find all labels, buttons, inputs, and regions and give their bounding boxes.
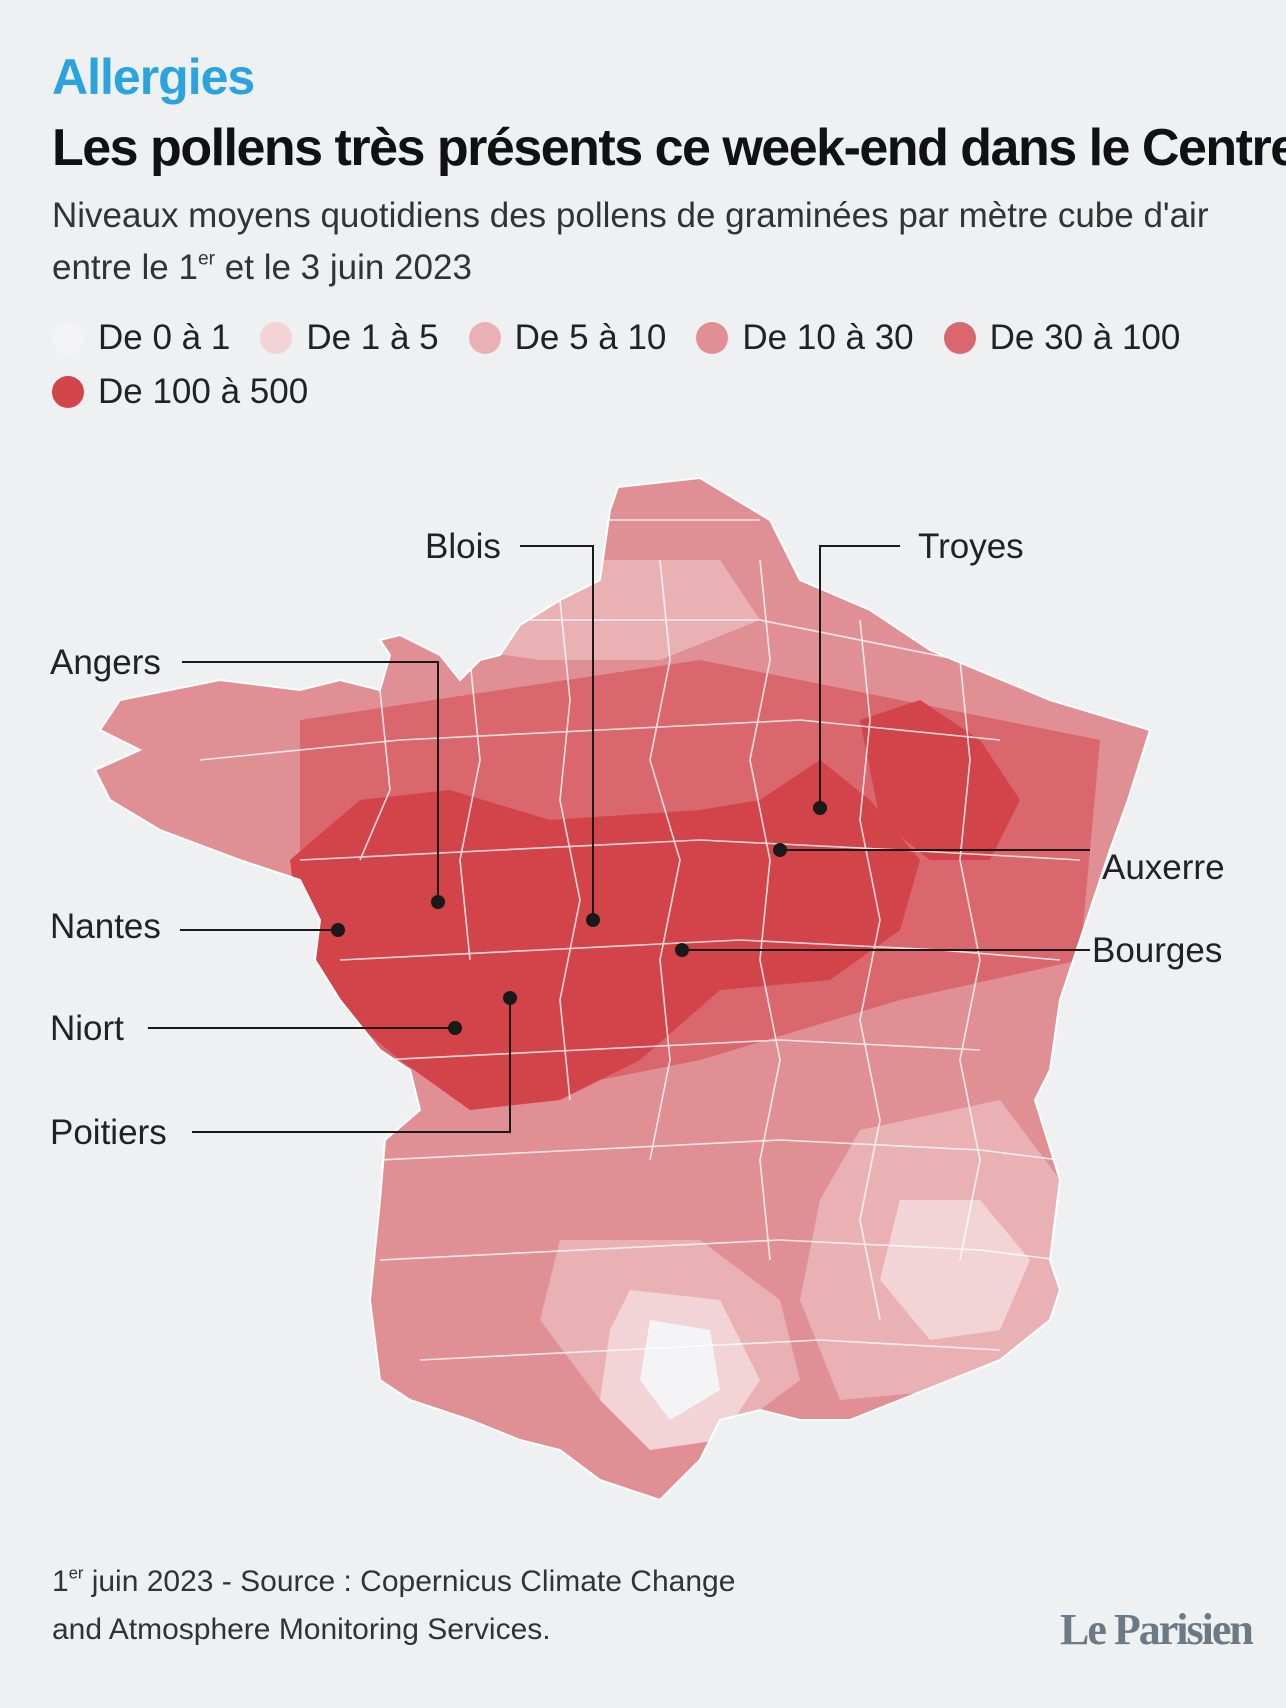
subtitle-superscript: er (197, 248, 216, 270)
legend-label: De 0 à 1 (98, 318, 231, 357)
france-pollen-map: Blois Troyes Angers Auxerre Nantes Bourg… (50, 476, 1225, 1502)
legend-item-100-500: De 100 à 500 (52, 372, 308, 412)
legend-label: De 10 à 30 (742, 318, 914, 357)
leader-blois (520, 545, 594, 920)
subtitle: Niveaux moyens quotidiens des pollens de… (52, 190, 1232, 294)
legend-swatch (468, 322, 501, 354)
subtitle-text-end: et le 3 juin 2023 (215, 248, 472, 287)
marker-bourges (675, 943, 689, 957)
label-blois: Blois (425, 527, 501, 566)
label-poitiers: Poitiers (50, 1113, 167, 1152)
marker-troyes (813, 801, 827, 815)
label-niort: Niort (50, 1009, 124, 1048)
source-note: 1er juin 2023 - Source : Copernicus Clim… (52, 1558, 772, 1654)
legend-label: De 100 à 500 (98, 372, 309, 411)
subtitle-text: Niveaux moyens quotidiens des pollens de… (52, 196, 1209, 287)
marker-blois (586, 913, 600, 927)
source-date-number: 1 (52, 1565, 69, 1598)
leader-lines (148, 545, 1090, 1133)
label-nantes: Nantes (50, 907, 161, 946)
legend: De 0 à 1 De 1 à 5 De 5 à 10 De 10 à 30 D… (52, 318, 1232, 412)
marker-niort (448, 1021, 462, 1035)
legend-swatch (260, 322, 293, 354)
marker-auxerre (773, 843, 787, 857)
label-bourges: Bourges (1092, 931, 1222, 970)
leader-angers (182, 661, 439, 902)
legend-item-10-30: De 10 à 30 (696, 318, 914, 358)
legend-label: De 1 à 5 (306, 318, 439, 357)
source-line-2: and Atmosphere Monitoring Services. (52, 1613, 551, 1646)
marker-angers (431, 895, 445, 909)
legend-swatch (696, 322, 729, 354)
legend-item-5-10: De 5 à 10 (468, 318, 667, 358)
legend-label: De 30 à 100 (989, 318, 1181, 357)
marker-nantes (331, 923, 345, 937)
kicker: Allergies (52, 49, 255, 105)
legend-item-30-100: De 30 à 100 (943, 318, 1181, 358)
legend-swatch (943, 322, 976, 354)
legend-item-1-5: De 1 à 5 (260, 318, 439, 358)
source-line-1: juin 2023 - Source : Copernicus Climate … (83, 1565, 736, 1598)
label-auxerre: Auxerre (1102, 848, 1225, 887)
leader-troyes (819, 545, 900, 808)
legend-swatch (52, 376, 84, 408)
label-angers: Angers (50, 643, 161, 682)
legend-swatch (52, 322, 84, 354)
source-superscript: er (68, 1564, 84, 1583)
label-troyes: Troyes (918, 527, 1024, 566)
page-title: Les pollens très présents ce week-end da… (52, 119, 1286, 177)
map-shape (93, 476, 1152, 1502)
leader-poitiers (192, 998, 511, 1133)
legend-item-0-1: De 0 à 1 (52, 318, 230, 358)
marker-poitiers (503, 991, 517, 1005)
le-parisien-logo: Le Parisien (1060, 1605, 1254, 1654)
legend-label: De 5 à 10 (514, 318, 667, 357)
